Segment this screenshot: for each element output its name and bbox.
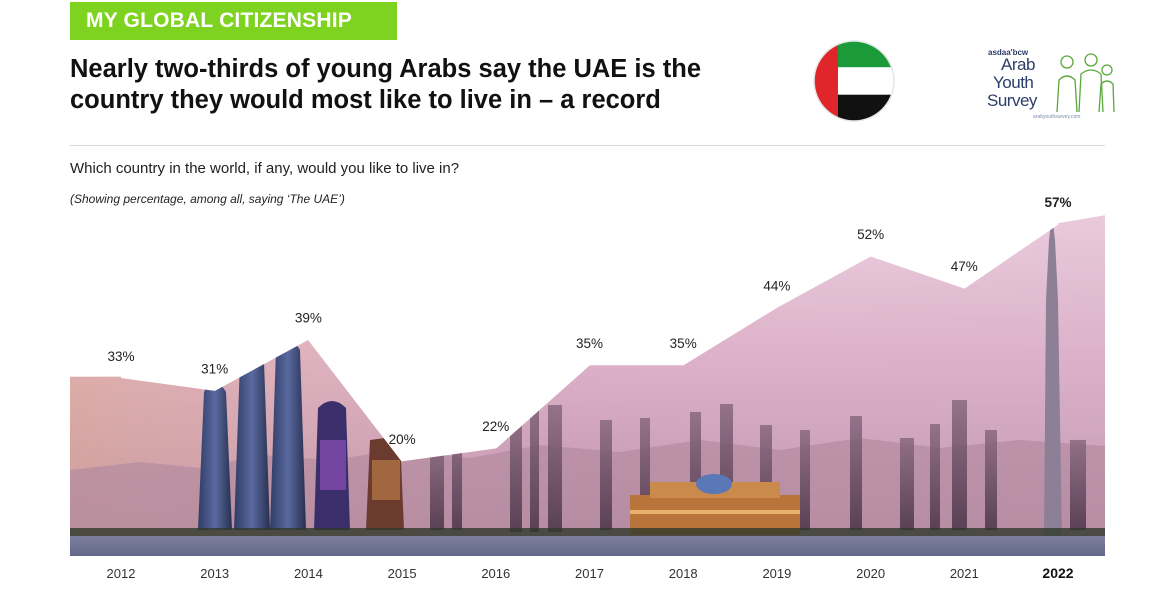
header-divider	[70, 145, 1105, 146]
headline-line-1: Nearly two-thirds of young Arabs say the…	[70, 55, 702, 83]
survey-question: Which country in the world, if any, woul…	[70, 160, 460, 177]
logo-word-youth: Youth	[993, 73, 1034, 92]
uae-flag-icon	[813, 40, 895, 122]
x-tick-label-2016: 2016	[481, 566, 510, 581]
value-label-2019: 44%	[763, 278, 790, 293]
youth-figures-icon	[1056, 53, 1115, 113]
value-label-2014: 39%	[295, 310, 322, 325]
value-label-2017: 35%	[576, 336, 603, 351]
x-tick-label-2015: 2015	[388, 566, 417, 581]
value-label-2012: 33%	[107, 349, 134, 364]
x-tick-label-2017: 2017	[575, 566, 604, 581]
section-badge: MY GLOBAL CITIZENSHIP	[70, 2, 397, 40]
emirates-palace	[630, 474, 800, 535]
logo-word-arab: Arab	[1001, 55, 1035, 74]
x-tick-label-2020: 2020	[856, 566, 885, 581]
burj-khalifa	[1044, 215, 1062, 540]
headline: Nearly two-thirds of young Arabs say the…	[70, 54, 790, 116]
logo-url: arabyouthsurvey.com	[1033, 114, 1081, 120]
headline-line-2: country they would most like to live in …	[70, 86, 661, 114]
value-label-2022: 57%	[1044, 195, 1071, 210]
x-tick-label-2012: 2012	[107, 566, 136, 581]
value-label-2021: 47%	[951, 259, 978, 274]
survey-note: (Showing percentage, among all, saying ‘…	[70, 192, 345, 206]
x-tick-label-2014: 2014	[294, 566, 323, 581]
value-label-2020: 52%	[857, 227, 884, 242]
series-line	[120, 222, 1059, 462]
value-label-2013: 31%	[201, 362, 228, 377]
x-tick-label-2013: 2013	[200, 566, 229, 581]
x-tick-label-2021: 2021	[950, 566, 979, 581]
etihad-towers	[198, 340, 404, 530]
logo-brand-small: asdaa'bcw	[988, 48, 1029, 57]
x-tick-label-2022: 2022	[1042, 565, 1073, 581]
value-labels: 33% 31% 39% 20% 22% 35% 35% 44% 52% 47% 57%	[107, 195, 1071, 447]
value-label-2018: 35%	[670, 336, 697, 351]
arab-youth-survey-logo: asdaa'bcw Arab Youth Survey arabyouthsur…	[983, 44, 1117, 124]
logo-word-survey: Survey	[987, 91, 1037, 110]
x-tick-label-2019: 2019	[762, 566, 791, 581]
x-axis-labels: 2012 2013 2014 2015 2016 2017 2018 2019 2020 2021…	[107, 565, 1074, 581]
value-label-2015: 20%	[389, 432, 416, 447]
x-tick-label-2018: 2018	[669, 566, 698, 581]
value-label-2016: 22%	[482, 419, 509, 434]
